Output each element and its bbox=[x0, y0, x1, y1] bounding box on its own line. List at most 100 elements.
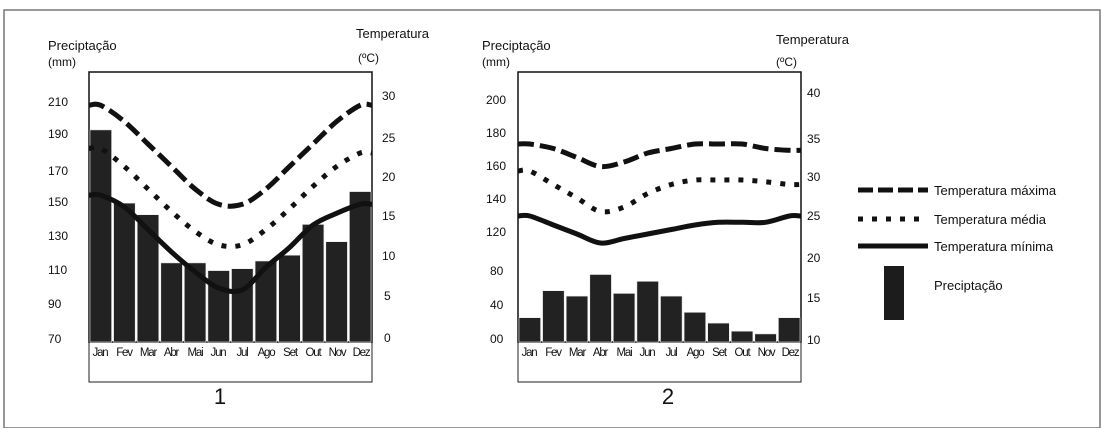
panel-1-left-tick: 190 bbox=[48, 127, 68, 141]
panel-2-right-tick: 25 bbox=[807, 209, 821, 223]
panel-1-month-label: Jan bbox=[93, 347, 109, 359]
panel-1-month-label: Fev bbox=[116, 347, 133, 359]
panel-2-left-tick: 120 bbox=[486, 225, 506, 239]
panel-1-bars bbox=[89, 129, 372, 343]
panel-1-left-tick: 150 bbox=[48, 195, 68, 209]
temperature-line-dashed bbox=[88, 101, 373, 209]
precip-bar bbox=[89, 129, 112, 343]
legend-precip-label: Preciptação bbox=[934, 278, 1003, 293]
precip-bar bbox=[707, 322, 730, 343]
panel-2-month-label: Nov bbox=[758, 347, 776, 359]
panel-2-left-tick: 160 bbox=[486, 159, 506, 173]
panel-2-month-label: Jan bbox=[522, 347, 538, 359]
panel-1-left-axis-title-line1: Preciptação bbox=[48, 38, 117, 53]
panel-1-right-tick: 15 bbox=[382, 209, 396, 223]
panel-1-month-label: Abr bbox=[164, 347, 180, 359]
precip-bar bbox=[349, 191, 372, 343]
precip-bar bbox=[683, 311, 706, 343]
legend-precip-swatch bbox=[884, 266, 904, 320]
precip-bar bbox=[301, 224, 325, 343]
precip-bar bbox=[113, 202, 136, 343]
panel-2-bars bbox=[518, 274, 801, 343]
panel-2-left-tick: 00 bbox=[490, 332, 504, 346]
panel-2-right-tick: 35 bbox=[807, 132, 821, 146]
panel-2-plot-area bbox=[517, 71, 802, 343]
precip-bar bbox=[612, 293, 636, 343]
panel-1-right-tick: 30 bbox=[382, 89, 396, 103]
panel-2-month-label: Jul bbox=[665, 347, 677, 359]
panel-2-left-axis-title-line1: Preciptação bbox=[482, 38, 551, 53]
legend-mean-label: Temperatura média bbox=[934, 212, 1047, 227]
panel-2-left-tick: 40 bbox=[490, 298, 504, 312]
panel-2-right-tick: 40 bbox=[807, 86, 821, 100]
panel-2-right-tick: 20 bbox=[807, 251, 821, 265]
panel-2: Preciptação (mm) Temperatura (ºC) 2 00 18… bbox=[482, 32, 850, 409]
panel-1-month-label: Out bbox=[306, 347, 323, 359]
panel-2-left-tick: 80 bbox=[490, 264, 504, 278]
panel-1: Preciptação (mm) Temperatura (ºC) 210 19… bbox=[48, 26, 430, 409]
panel-1-month-label: Set bbox=[283, 347, 299, 359]
precip-bar bbox=[184, 262, 207, 343]
precip-bar bbox=[136, 214, 160, 343]
precip-bar bbox=[518, 317, 541, 343]
panel-1-right-tick: 20 bbox=[382, 170, 396, 184]
precip-bar bbox=[160, 262, 183, 343]
panel-1-month-label: Ago bbox=[258, 347, 276, 359]
panel-1-month-label: Mar bbox=[140, 347, 158, 359]
panel-1-left-tick: 210 bbox=[48, 95, 68, 109]
panel-2-right-axis-title-line1: Temperatura bbox=[776, 32, 850, 47]
precip-bar bbox=[636, 280, 659, 343]
legend-min-label: Temperatura mínima bbox=[934, 239, 1054, 254]
panel-2-right-tick: 10 bbox=[807, 333, 821, 347]
temperature-line-dotted bbox=[517, 167, 802, 215]
panel-2-right-tick: 30 bbox=[807, 170, 821, 184]
precip-bar bbox=[278, 254, 301, 343]
temperature-line-dashed bbox=[517, 141, 802, 170]
precip-bar bbox=[778, 317, 801, 343]
panel-2-right-axis-title-line2: (ºC) bbox=[776, 55, 797, 69]
panel-1-number: 1 bbox=[214, 384, 226, 409]
precip-bar bbox=[660, 295, 683, 343]
precip-bar bbox=[254, 260, 278, 343]
panel-1-right-axis-title-line1: Temperatura bbox=[356, 26, 430, 41]
panel-2-left-axis-title-line2: (mm) bbox=[482, 55, 510, 69]
panel-2-month-label: Mai bbox=[617, 347, 633, 359]
precip-bar bbox=[542, 290, 565, 343]
panel-2-month-label: Dez bbox=[782, 347, 800, 359]
temperature-line-solid bbox=[88, 191, 373, 295]
panel-2-month-label: Ago bbox=[687, 347, 705, 359]
panel-1-right-tick: 0 bbox=[384, 331, 391, 345]
panel-2-month-label: Out bbox=[735, 347, 752, 359]
panel-1-left-axis-title-line2: (mm) bbox=[48, 55, 76, 69]
panel-1-left-tick: 170 bbox=[48, 164, 68, 178]
panel-1-month-label: Nov bbox=[329, 347, 347, 359]
panel-2-number: 2 bbox=[662, 384, 674, 409]
precip-bar bbox=[754, 333, 777, 343]
precip-bar bbox=[231, 268, 254, 343]
panel-1-month-label: Mai bbox=[188, 347, 204, 359]
panel-2-month-label: Set bbox=[712, 347, 728, 359]
temperature-line-dotted bbox=[88, 144, 373, 250]
panel-2-lines bbox=[517, 141, 802, 246]
panel-1-right-tick: 25 bbox=[382, 131, 396, 145]
panel-1-plot-area bbox=[88, 71, 373, 343]
panel-2-left-tick: 140 bbox=[486, 192, 506, 206]
panel-1-left-tick: 70 bbox=[48, 332, 62, 346]
panel-1-left-tick: 90 bbox=[48, 297, 62, 311]
panel-2-month-label: Fev bbox=[545, 347, 562, 359]
panel-1-left-tick: 130 bbox=[48, 229, 68, 243]
panel-2-right-tick: 15 bbox=[807, 291, 821, 305]
legend-max-label: Temperatura máxima bbox=[934, 183, 1057, 198]
panel-1-left-tick: 110 bbox=[48, 263, 67, 277]
panel-1-month-label: Jul bbox=[236, 347, 248, 359]
panel-2-month-label: Abr bbox=[593, 347, 609, 359]
precip-bar bbox=[565, 295, 589, 343]
precip-bar bbox=[589, 274, 612, 343]
legend: Temperatura máxima Temperatura média Tem… bbox=[858, 183, 1057, 320]
temperature-line-solid bbox=[517, 212, 802, 246]
panel-1-month-label: Dez bbox=[353, 347, 371, 359]
panel-1-right-tick: 5 bbox=[384, 289, 391, 303]
panel-2-left-tick: 180 bbox=[486, 126, 506, 140]
